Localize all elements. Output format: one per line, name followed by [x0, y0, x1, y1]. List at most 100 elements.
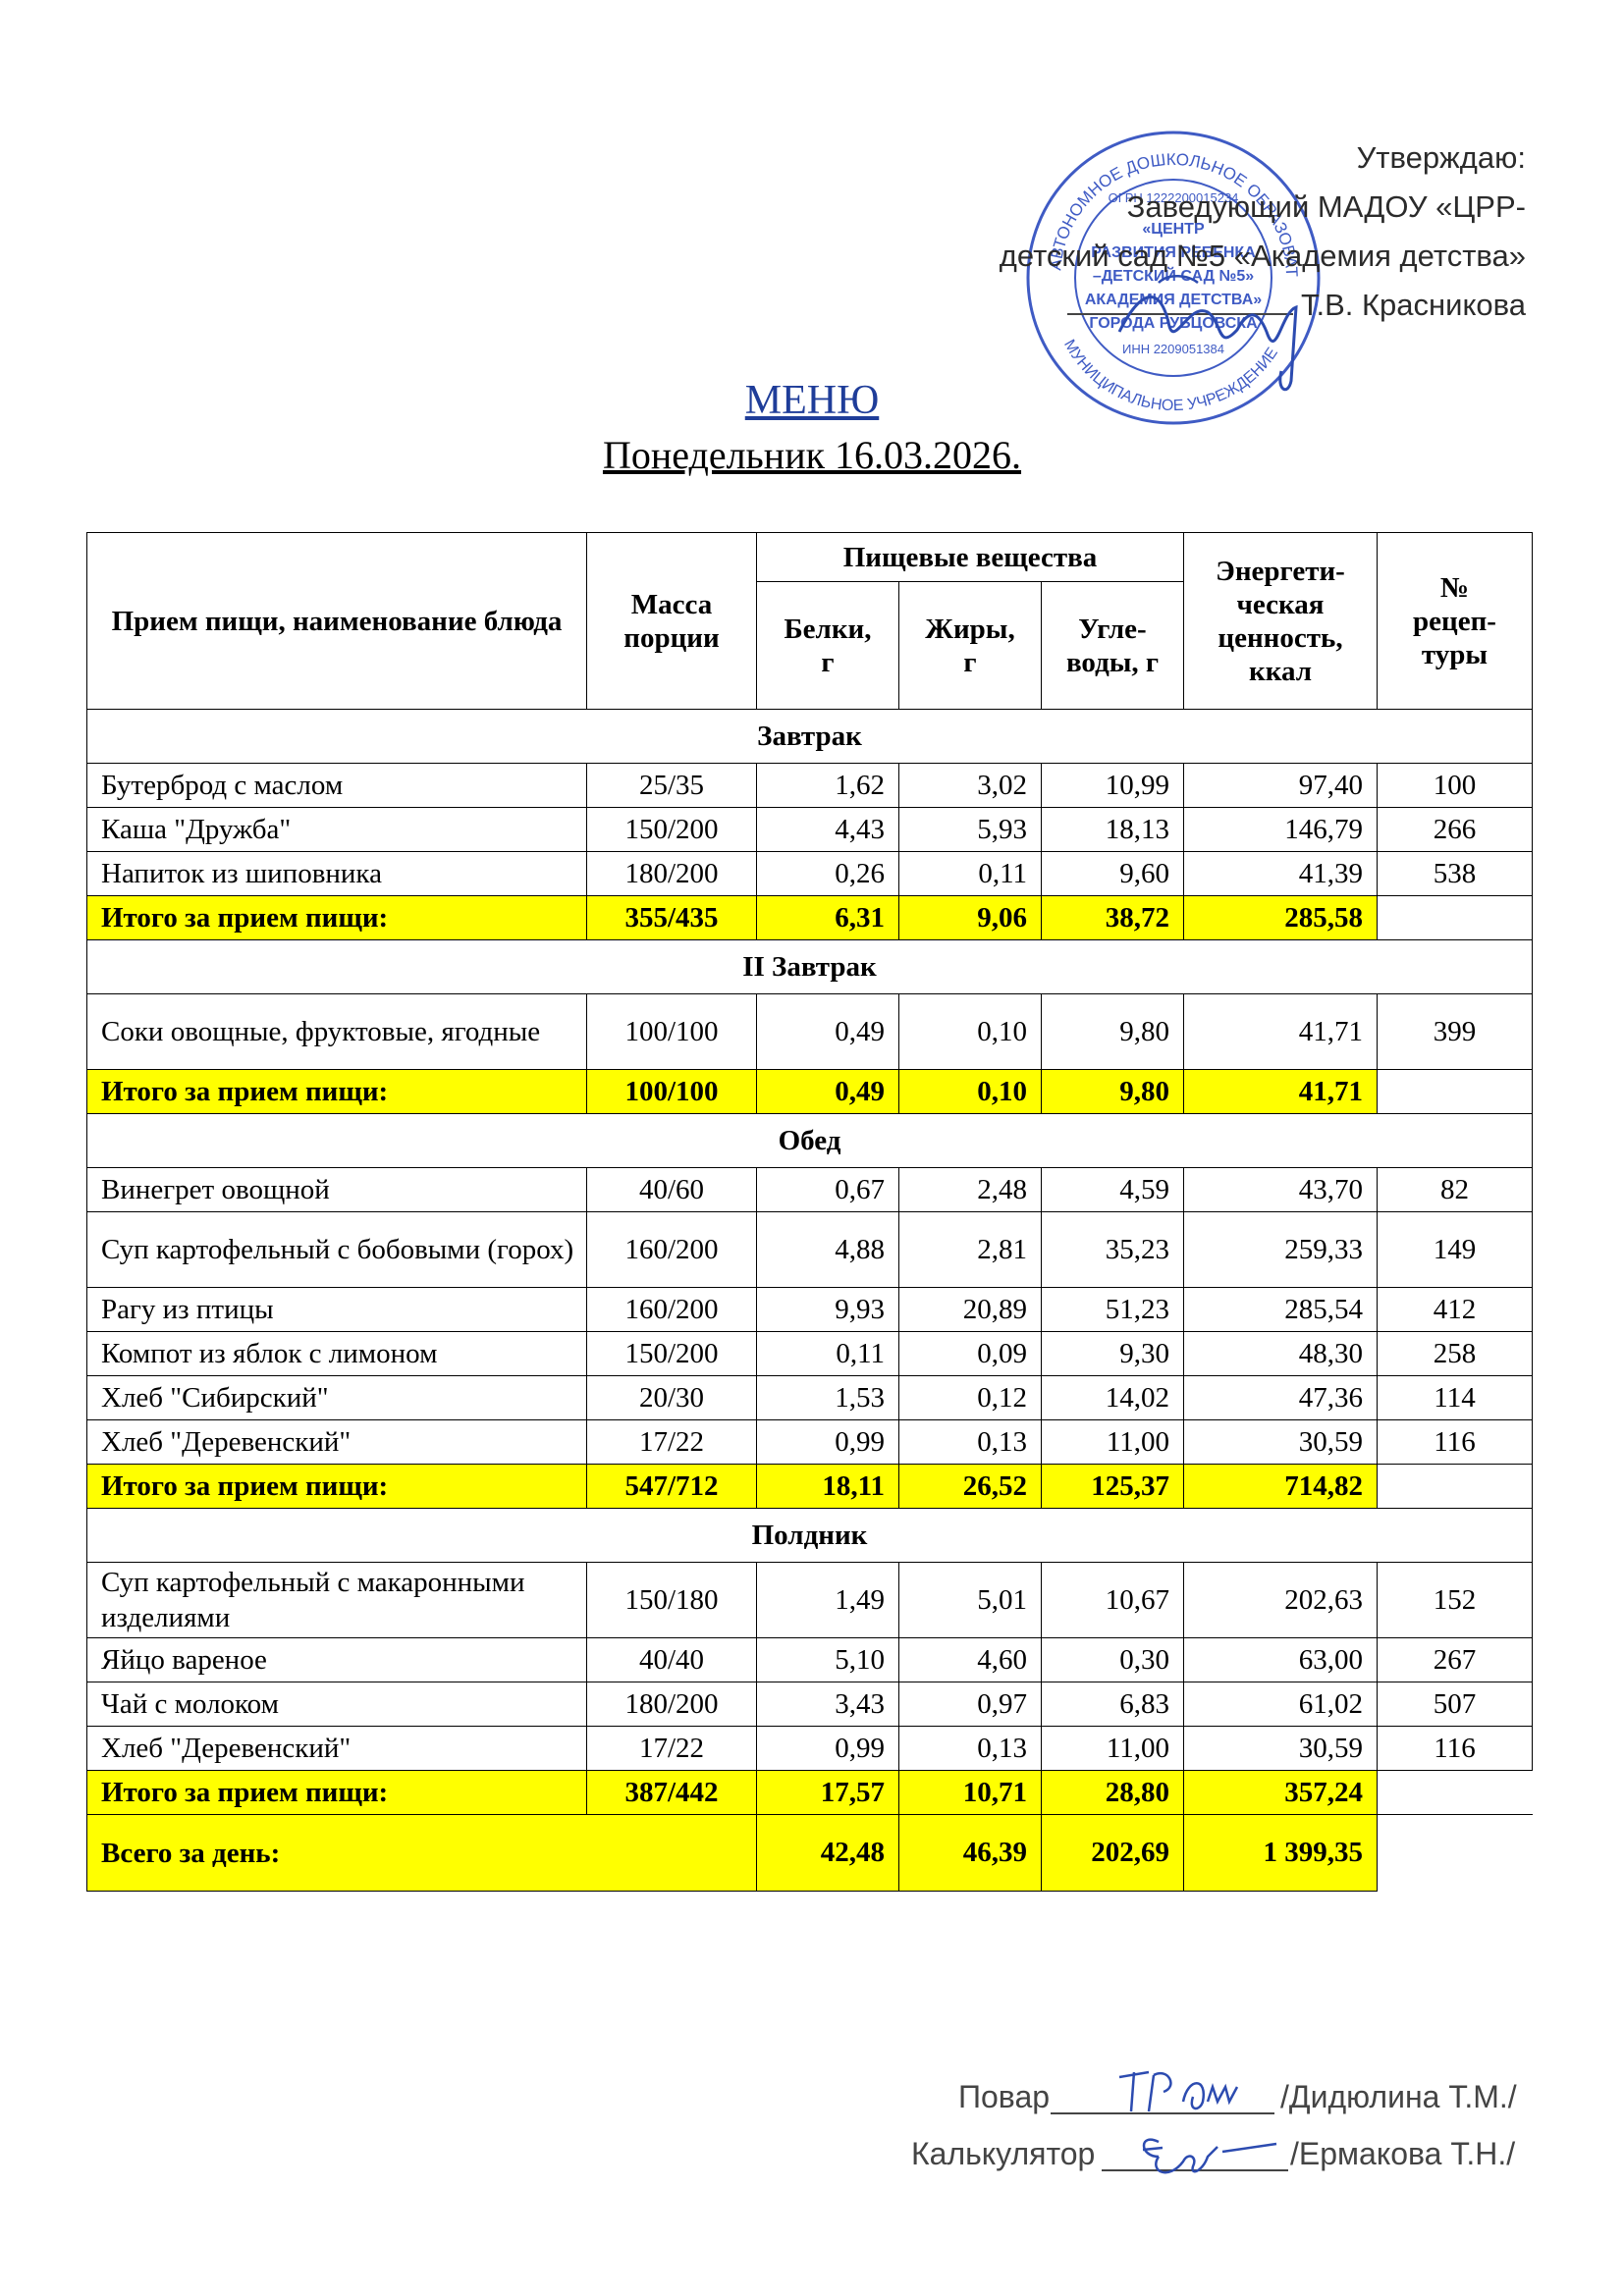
dish-name: Суп картофельный с бобовыми (горох)	[86, 1211, 587, 1288]
signature-role: Повар	[958, 2079, 1051, 2114]
dish-energy: 30,59	[1183, 1726, 1378, 1771]
total-mass: 387/442	[586, 1770, 757, 1815]
header-carbs: Угле-воды, г	[1041, 581, 1184, 710]
table-row: Суп картофельный с макаронными изделиями…	[86, 1562, 1533, 1638]
page-subtitle: Понедельник 16.03.2026.	[602, 433, 1022, 477]
dish-fat: 0,09	[898, 1331, 1042, 1376]
dish-mass: 40/40	[586, 1637, 757, 1682]
table-row: Компот из яблок с лимоном 150/200 0,11 0…	[86, 1331, 1533, 1376]
dish-mass: 20/30	[586, 1375, 757, 1420]
signatures-block: Повар /Дидюлина Т.М./ Калькулятор /Ермак…	[884, 2070, 1571, 2193]
dish-energy: 63,00	[1183, 1637, 1378, 1682]
seal-center-line: АКАДЕМИЯ ДЕТСТВА»	[1085, 292, 1262, 308]
header-protein: Белки, г	[756, 581, 899, 710]
total-carbs: 125,37	[1041, 1464, 1184, 1509]
table-row: Винегрет овощной 40/60 0,67 2,48 4,59 43…	[86, 1167, 1533, 1212]
total-fat: 9,06	[898, 895, 1042, 940]
dish-name: Соки овощные, фруктовые, ягодные	[86, 993, 587, 1070]
dish-mass: 17/22	[586, 1419, 757, 1465]
dish-protein: 1,49	[756, 1562, 899, 1638]
dish-protein: 0,26	[756, 851, 899, 896]
total-mass: 100/100	[586, 1069, 757, 1114]
dish-name: Бутерброд с маслом	[86, 763, 587, 808]
dish-protein: 0,99	[756, 1419, 899, 1465]
day-total-label: Всего за день:	[86, 1814, 757, 1892]
signature-calculator: Калькулятор /Ермакова Т.Н./	[884, 2136, 1571, 2193]
section-afternoon-snack: Полдник Суп картофельный с макаронными и…	[86, 1508, 1533, 1892]
menu-table: Прием пищи, наименование блюда Масса порц…	[86, 532, 1533, 1892]
approval-line-3: детский сад №5 «Академия детства»	[999, 239, 1526, 273]
dish-carbs: 11,00	[1041, 1419, 1184, 1465]
section-title: Завтрак	[86, 709, 1533, 764]
seal-ogrn: ОГРН 1222200015234	[1109, 190, 1239, 205]
dish-recipe: 116	[1377, 1726, 1533, 1771]
table-row: Бутерброд с маслом 25/35 1,62 3,02 10,99…	[86, 763, 1533, 808]
table-row: Яйцо вареное 40/40 5,10 4,60 0,30 63,00 …	[86, 1637, 1533, 1682]
dish-fat: 5,93	[898, 807, 1042, 852]
seal-center-line: «ЦЕНТР	[1142, 221, 1205, 238]
approval-line-4: Т.В. Красникова	[1000, 281, 1526, 330]
total-carbs: 28,80	[1041, 1770, 1184, 1815]
total-energy: 41,71	[1183, 1069, 1378, 1114]
total-carbs: 38,72	[1041, 895, 1184, 940]
dish-energy: 41,39	[1183, 851, 1378, 896]
dish-carbs: 10,67	[1041, 1562, 1184, 1638]
signature-cook: Повар /Дидюлина Т.М./	[884, 2070, 1571, 2136]
approval-block: АВТОНОМНОЕ ДОШКОЛЬНОЕ ОБРАЗОВАТЕЛЬНОЕ МУ…	[982, 126, 1542, 425]
dish-energy: 285,54	[1183, 1287, 1378, 1332]
table-row: Чай с молоком 180/200 3,43 0,97 6,83 61,…	[86, 1682, 1533, 1727]
total-recipe-empty	[1377, 1770, 1533, 1815]
dish-carbs: 11,00	[1041, 1726, 1184, 1771]
dish-energy: 48,30	[1183, 1331, 1378, 1376]
dish-energy: 41,71	[1183, 993, 1378, 1070]
dish-carbs: 35,23	[1041, 1211, 1184, 1288]
dish-protein: 1,53	[756, 1375, 899, 1420]
total-protein: 6,31	[756, 895, 899, 940]
section-total-row: Итого за прием пищи: 387/442 17,57 10,71…	[86, 1770, 1533, 1815]
dish-fat: 4,60	[898, 1637, 1042, 1682]
dish-mass: 160/200	[586, 1211, 757, 1288]
dish-recipe: 412	[1377, 1287, 1533, 1332]
dish-mass: 150/180	[586, 1562, 757, 1638]
table-row: Хлеб "Деревенский" 17/22 0,99 0,13 11,00…	[86, 1726, 1533, 1771]
dish-energy: 61,02	[1183, 1682, 1378, 1727]
section-second-breakfast: II Завтрак Соки овощные, фруктовые, ягод…	[86, 939, 1533, 1114]
dish-recipe: 258	[1377, 1331, 1533, 1376]
dish-energy: 43,70	[1183, 1167, 1378, 1212]
dish-name: Каша "Дружба"	[86, 807, 587, 852]
dish-protein: 3,43	[756, 1682, 899, 1727]
table-row: Напиток из шиповника 180/200 0,26 0,11 9…	[86, 851, 1533, 896]
calculator-signature	[1142, 2138, 1277, 2174]
dish-mass: 150/200	[586, 807, 757, 852]
total-recipe-empty	[1377, 1069, 1533, 1114]
dish-mass: 160/200	[586, 1287, 757, 1332]
seal-inn: ИНН 2209051384	[1122, 342, 1224, 356]
dish-name: Хлеб "Деревенский"	[86, 1419, 587, 1465]
table-row: Каша "Дружба" 150/200 4,43 5,93 18,13 14…	[86, 807, 1533, 852]
table-row: Хлеб "Деревенский" 17/22 0,99 0,13 11,00…	[86, 1419, 1533, 1465]
dish-fat: 0,13	[898, 1726, 1042, 1771]
dish-carbs: 4,59	[1041, 1167, 1184, 1212]
cook-signature	[1118, 2070, 1239, 2112]
dish-mass: 40/60	[586, 1167, 757, 1212]
total-protein: 17,57	[756, 1770, 899, 1815]
dish-energy: 259,33	[1183, 1211, 1378, 1288]
dish-recipe: 114	[1377, 1375, 1533, 1420]
dish-carbs: 6,83	[1041, 1682, 1184, 1727]
total-mass: 547/712	[586, 1464, 757, 1509]
dish-carbs: 9,60	[1041, 851, 1184, 896]
dish-fat: 20,89	[898, 1287, 1042, 1332]
dish-energy: 202,63	[1183, 1562, 1378, 1638]
total-label: Итого за прием пищи:	[86, 1770, 587, 1815]
total-recipe-empty	[1377, 1464, 1533, 1509]
dish-carbs: 14,02	[1041, 1375, 1184, 1420]
seal-center-line: РАЗВИТИЯ РЕБЕНКА	[1091, 244, 1256, 261]
dish-carbs: 10,99	[1041, 763, 1184, 808]
director-name: Т.В. Красникова	[1300, 288, 1526, 322]
header-nutrients: Пищевые вещества	[756, 532, 1184, 582]
dish-name: Чай с молоком	[86, 1682, 587, 1727]
dish-recipe: 116	[1377, 1419, 1533, 1465]
dish-mass: 180/200	[586, 1682, 757, 1727]
header-mass: Масса порции	[586, 532, 757, 710]
dish-mass: 180/200	[586, 851, 757, 896]
